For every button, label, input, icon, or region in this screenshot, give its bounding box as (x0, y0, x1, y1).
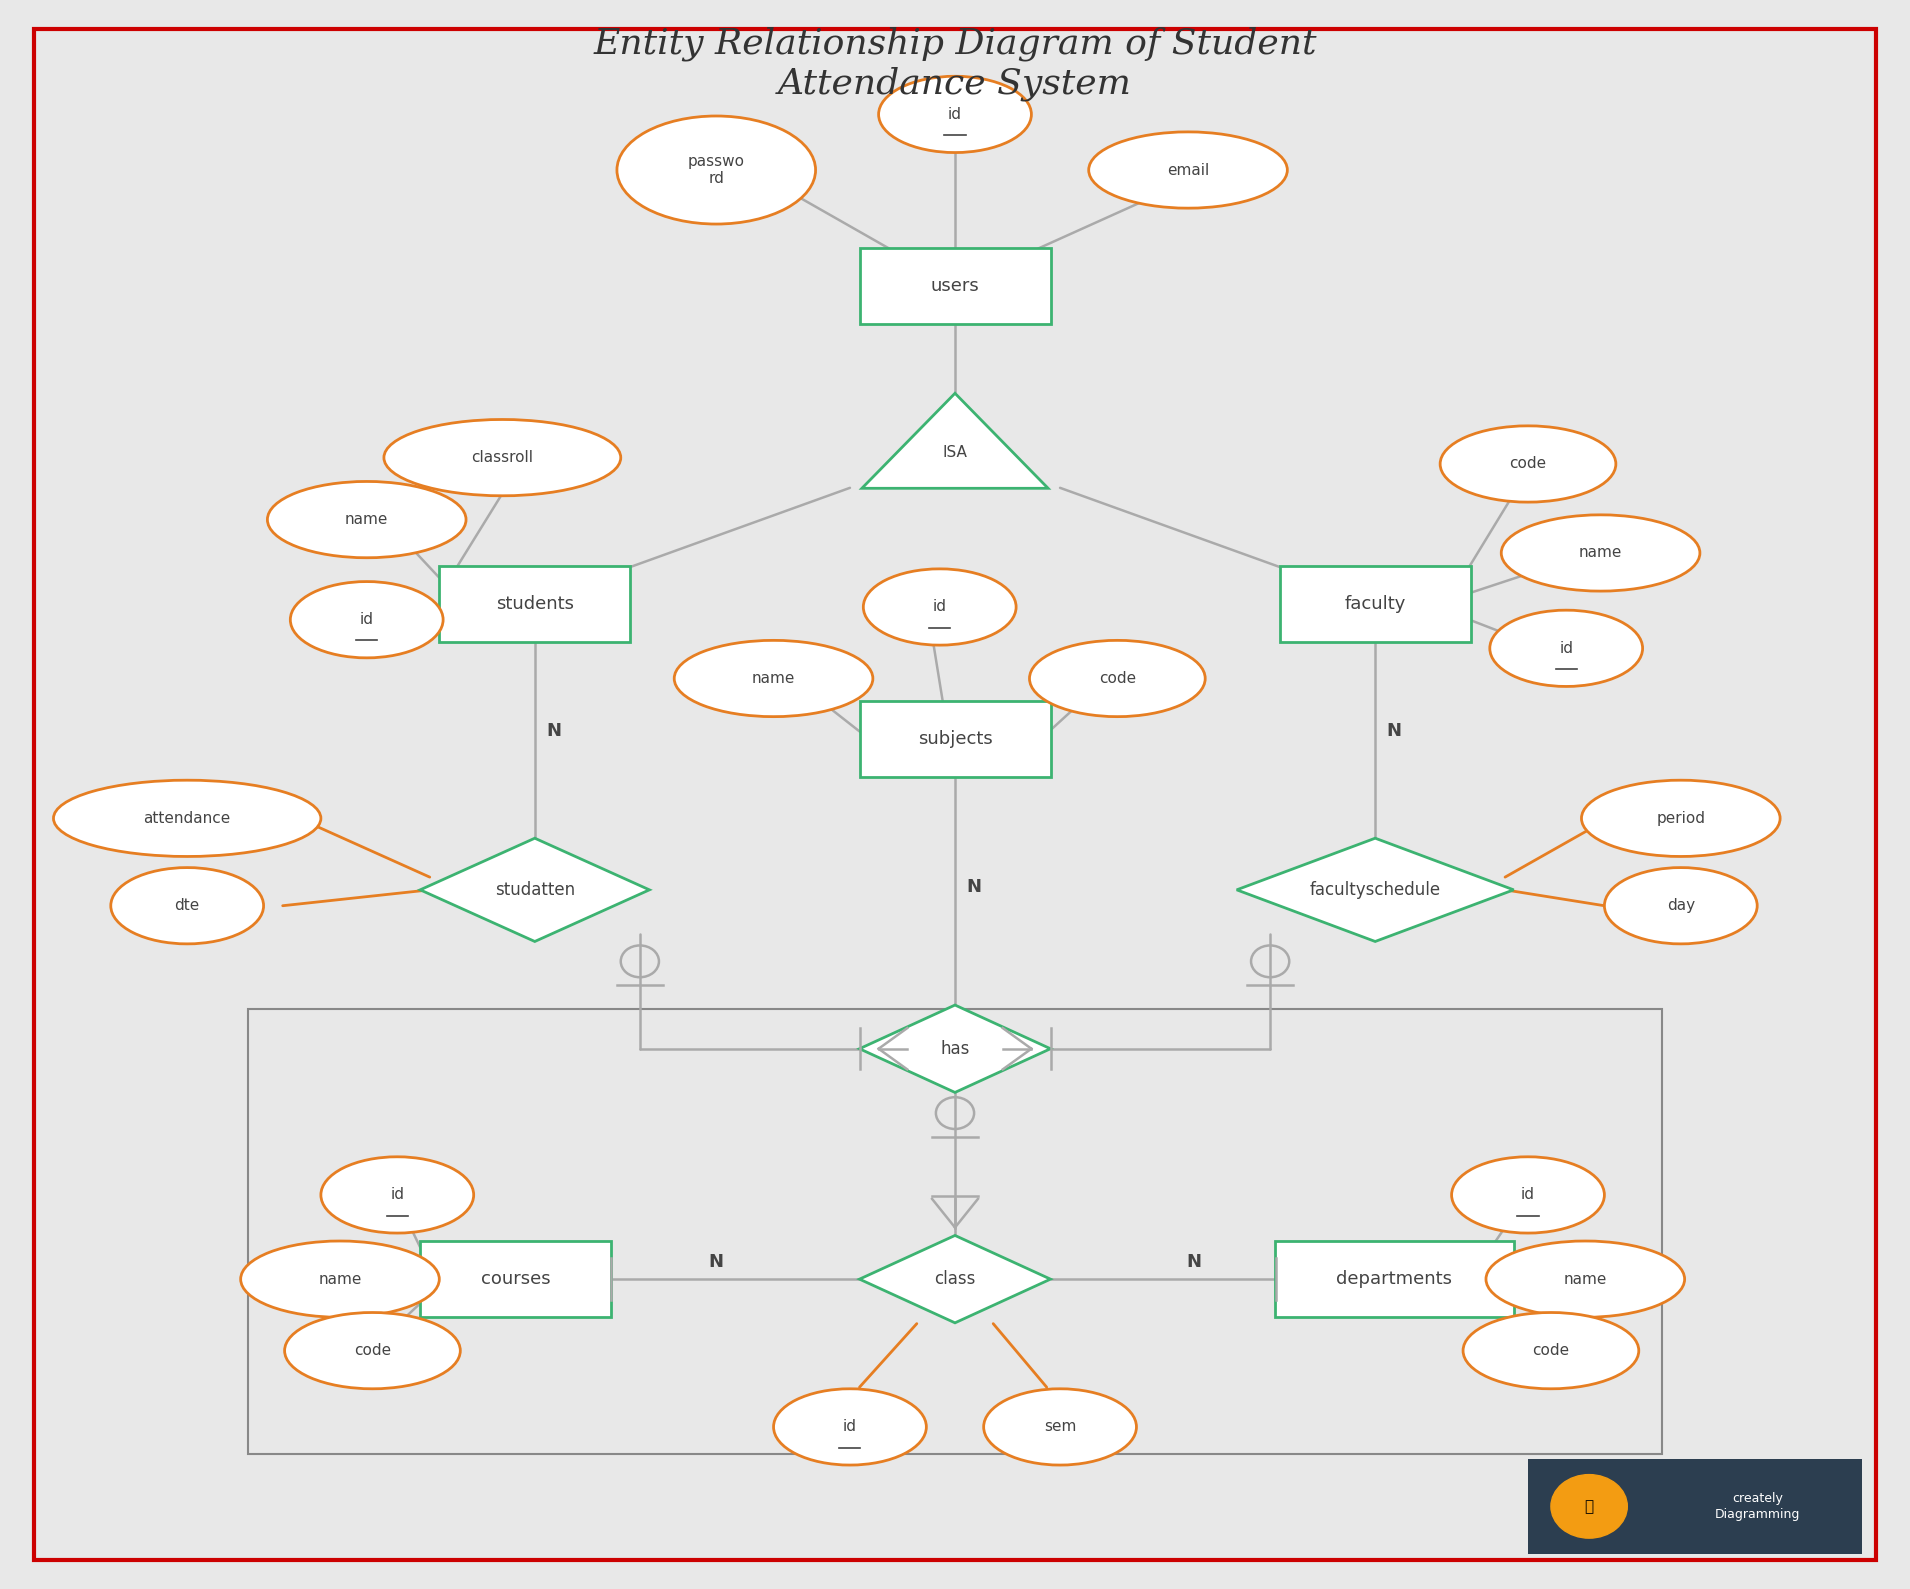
Ellipse shape (1501, 515, 1700, 591)
Text: passwo
rd: passwo rd (688, 154, 745, 186)
Text: Entity Relationship Diagram of Student
Attendance System: Entity Relationship Diagram of Student A… (594, 27, 1316, 100)
Polygon shape (1238, 839, 1513, 941)
Ellipse shape (1490, 610, 1643, 686)
Text: dte: dte (174, 898, 201, 914)
FancyBboxPatch shape (860, 248, 1050, 324)
Ellipse shape (674, 640, 873, 717)
Ellipse shape (1029, 640, 1205, 717)
Text: N: N (546, 721, 562, 740)
Ellipse shape (1581, 780, 1780, 856)
FancyBboxPatch shape (860, 701, 1050, 777)
Text: period: period (1656, 810, 1706, 826)
Text: ISA: ISA (942, 445, 968, 461)
Polygon shape (860, 1236, 1050, 1322)
Text: id: id (359, 612, 374, 628)
FancyBboxPatch shape (1280, 566, 1471, 642)
Text: N: N (709, 1254, 724, 1271)
Ellipse shape (774, 1389, 926, 1465)
Text: name: name (753, 671, 795, 686)
Ellipse shape (863, 569, 1016, 645)
Text: id: id (1559, 640, 1574, 656)
Text: id: id (932, 599, 947, 615)
Text: name: name (1564, 1271, 1606, 1287)
Ellipse shape (241, 1241, 439, 1317)
Polygon shape (860, 1004, 1050, 1093)
Text: sem: sem (1045, 1419, 1075, 1435)
Polygon shape (861, 394, 1049, 488)
Ellipse shape (879, 76, 1031, 153)
Ellipse shape (285, 1313, 460, 1389)
Ellipse shape (1440, 426, 1616, 502)
Text: code: code (1532, 1343, 1570, 1359)
Text: code: code (1098, 671, 1136, 686)
FancyBboxPatch shape (420, 1241, 611, 1317)
Ellipse shape (617, 116, 816, 224)
FancyBboxPatch shape (439, 566, 630, 642)
Text: departments: departments (1337, 1270, 1452, 1289)
Text: code: code (1509, 456, 1547, 472)
Text: 💡: 💡 (1585, 1498, 1593, 1514)
Ellipse shape (984, 1389, 1136, 1465)
Text: creately
Diagramming: creately Diagramming (1715, 1492, 1799, 1521)
Ellipse shape (267, 481, 466, 558)
Text: name: name (1580, 545, 1622, 561)
Text: users: users (930, 276, 980, 296)
Ellipse shape (111, 868, 264, 944)
Ellipse shape (1604, 868, 1757, 944)
Text: students: students (497, 594, 573, 613)
Text: facultyschedule: facultyschedule (1310, 880, 1440, 899)
Ellipse shape (1486, 1241, 1685, 1317)
Text: N: N (1186, 1254, 1201, 1271)
Ellipse shape (53, 780, 321, 856)
Text: id: id (390, 1187, 405, 1203)
Text: has: has (940, 1039, 970, 1058)
Text: id: id (842, 1419, 858, 1435)
Ellipse shape (1463, 1313, 1639, 1389)
Text: class: class (934, 1270, 976, 1289)
Text: N: N (1387, 721, 1402, 740)
Text: studatten: studatten (495, 880, 575, 899)
Text: name: name (346, 512, 388, 528)
Text: email: email (1167, 162, 1209, 178)
Polygon shape (420, 839, 649, 941)
Ellipse shape (290, 582, 443, 658)
Ellipse shape (1452, 1157, 1604, 1233)
Text: courses: courses (481, 1270, 550, 1289)
Text: faculty: faculty (1345, 594, 1406, 613)
Text: code: code (353, 1343, 392, 1359)
Text: N: N (966, 877, 982, 896)
Text: id: id (1520, 1187, 1536, 1203)
Circle shape (1551, 1475, 1627, 1538)
Text: classroll: classroll (472, 450, 533, 466)
Ellipse shape (384, 419, 621, 496)
Text: attendance: attendance (143, 810, 231, 826)
FancyBboxPatch shape (1528, 1459, 1862, 1554)
Ellipse shape (321, 1157, 474, 1233)
Text: name: name (319, 1271, 361, 1287)
FancyBboxPatch shape (1276, 1241, 1513, 1317)
Text: subjects: subjects (917, 729, 993, 748)
Text: day: day (1667, 898, 1694, 914)
Text: id: id (947, 106, 963, 122)
Ellipse shape (1089, 132, 1287, 208)
